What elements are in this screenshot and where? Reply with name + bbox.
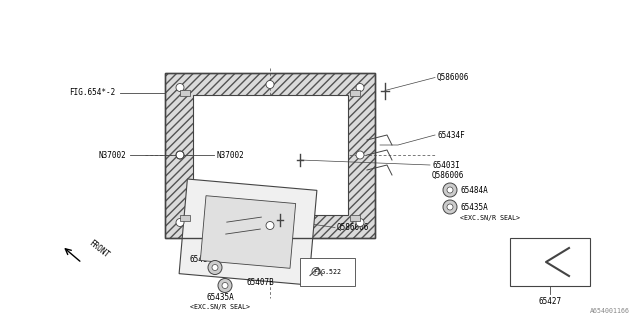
Text: Q586006: Q586006	[432, 171, 465, 180]
Text: 65435A: 65435A	[206, 293, 234, 302]
Text: 65407B: 65407B	[246, 278, 274, 287]
Text: 65435A: 65435A	[460, 203, 488, 212]
Bar	[350, 90, 360, 95]
Text: 65484A: 65484A	[460, 186, 488, 195]
Text: N37002: N37002	[99, 150, 126, 159]
Text: Q586006: Q586006	[437, 73, 469, 82]
Circle shape	[176, 151, 184, 159]
Polygon shape	[193, 95, 348, 215]
Text: Q586006: Q586006	[337, 223, 369, 232]
Text: FIG.522: FIG.522	[313, 268, 341, 275]
Text: A654001166: A654001166	[590, 308, 630, 314]
Text: FIG.654*-2: FIG.654*-2	[68, 88, 115, 97]
Bar	[300, 258, 355, 285]
Bar	[350, 214, 360, 220]
Circle shape	[218, 278, 232, 292]
Text: 65484A: 65484A	[189, 255, 217, 264]
Text: FRONT: FRONT	[87, 239, 111, 260]
Polygon shape	[165, 73, 375, 237]
Bar	[510, 238, 590, 286]
Bar	[180, 214, 190, 220]
Circle shape	[356, 219, 364, 227]
Text: 65434F: 65434F	[437, 131, 465, 140]
Text: 65403I: 65403I	[432, 161, 460, 170]
Circle shape	[447, 187, 453, 193]
Circle shape	[212, 265, 218, 270]
Text: <EXC.SN/R SEAL>: <EXC.SN/R SEAL>	[460, 215, 520, 221]
Circle shape	[447, 204, 453, 210]
Circle shape	[356, 151, 364, 159]
Circle shape	[443, 200, 457, 214]
Polygon shape	[200, 196, 296, 268]
Text: 65434E: 65434E	[212, 238, 240, 247]
Circle shape	[266, 221, 274, 229]
Circle shape	[266, 81, 274, 89]
Circle shape	[208, 260, 222, 275]
Circle shape	[176, 219, 184, 227]
Circle shape	[356, 84, 364, 92]
Circle shape	[176, 84, 184, 92]
Text: 65427: 65427	[538, 297, 561, 306]
Circle shape	[443, 183, 457, 197]
Text: N37002: N37002	[216, 150, 244, 159]
Bar	[180, 90, 190, 95]
Polygon shape	[179, 179, 317, 285]
Text: <EXC.SN/R SEAL>: <EXC.SN/R SEAL>	[190, 305, 250, 310]
Circle shape	[222, 283, 228, 289]
